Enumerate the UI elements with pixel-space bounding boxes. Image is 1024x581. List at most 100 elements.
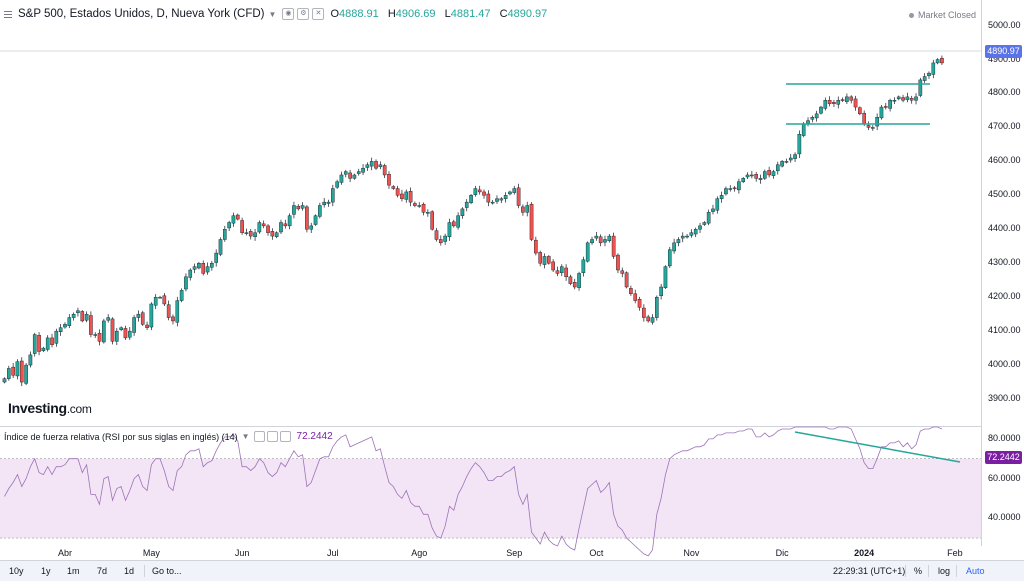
candle-body: [754, 174, 758, 179]
candle-body: [801, 123, 806, 136]
candle-body: [853, 98, 858, 108]
candle-body: [633, 293, 638, 301]
candle-body: [732, 187, 737, 190]
candle-body: [702, 222, 707, 225]
candle-body: [408, 191, 413, 203]
candle-body: [421, 203, 426, 213]
candle-body: [659, 286, 663, 297]
candle-body: [888, 100, 892, 109]
candle-body: [698, 225, 702, 230]
candle-body: [84, 313, 89, 321]
close-icon[interactable]: ✕: [312, 8, 325, 20]
candle-body: [145, 324, 149, 328]
time-axis-label: Jun: [234, 548, 250, 558]
candle-body: [607, 235, 612, 242]
menu-icon[interactable]: [4, 9, 12, 20]
goto-button[interactable]: Go to...: [152, 566, 182, 576]
time-axis-label: 2024: [854, 548, 875, 558]
candle-body: [629, 288, 633, 294]
candle-body: [300, 205, 305, 209]
range-7d-button[interactable]: 7d: [97, 566, 108, 576]
close-value: 4890.97: [507, 8, 548, 20]
candle-body: [551, 261, 555, 271]
candle-body: [685, 235, 689, 238]
rsi-value-badge: 72.2442: [985, 451, 1022, 464]
candle-body: [240, 220, 244, 233]
candle-body: [482, 191, 486, 196]
candle-body: [71, 313, 76, 318]
candle-body: [413, 203, 417, 206]
range-1m-button[interactable]: 1m: [67, 566, 80, 576]
rsi-line: [4, 426, 943, 557]
candle-body: [374, 161, 378, 169]
symbol-title: S&P 500, Estados Unidos, D, Nueva York (…: [18, 8, 265, 20]
candle-body: [382, 165, 387, 176]
candle-body: [655, 296, 659, 318]
candle-body: [676, 239, 681, 244]
candle-body: [348, 172, 352, 179]
candle-body: [257, 222, 262, 233]
price-tick-label: 4500.00: [988, 189, 1021, 200]
candle-body: [430, 211, 434, 230]
candle-body: [663, 266, 668, 288]
candle-body: [555, 270, 560, 274]
eye-icon[interactable]: [253, 431, 265, 442]
candle-body: [469, 195, 473, 203]
candle-body: [356, 171, 361, 174]
chevron-down-icon[interactable]: ▼: [268, 9, 277, 19]
candle-body: [711, 208, 715, 212]
price-tick-label: 4700.00: [988, 121, 1021, 132]
candle-body: [443, 235, 447, 242]
candle-body: [331, 188, 335, 203]
candle-body: [875, 117, 879, 127]
candle-body: [542, 256, 547, 265]
candle-body: [361, 167, 365, 173]
time-axis-label: Nov: [683, 548, 700, 558]
settings-icon[interactable]: [266, 431, 278, 442]
candle-body: [37, 335, 41, 352]
eye-icon[interactable]: ◉: [282, 8, 295, 20]
candle-body: [585, 242, 590, 262]
candle-body: [132, 317, 136, 333]
last-price-badge: 4890.97: [985, 45, 1022, 58]
auto-toggle[interactable]: Auto: [966, 566, 985, 576]
candle-body: [197, 263, 201, 269]
price-pane[interactable]: [0, 0, 981, 427]
price-tick-label: 4100.00: [988, 325, 1021, 336]
candle-body: [326, 201, 331, 204]
candle-body: [305, 206, 309, 230]
clock-display[interactable]: 22:29:31 (UTC+1): [833, 566, 906, 576]
rsi-legend[interactable]: Índice de fuerza relativa (RSI por sus s…: [4, 431, 333, 442]
candle-body: [667, 249, 672, 267]
candle-body: [508, 191, 512, 195]
candle-body: [642, 307, 646, 318]
candle-body: [866, 125, 871, 128]
range-1y-button[interactable]: 1y: [41, 566, 51, 576]
candle-body: [322, 201, 326, 206]
candle-body: [529, 203, 534, 240]
percent-toggle[interactable]: %: [914, 566, 923, 576]
status-dot-icon: [908, 13, 914, 19]
candle-body: [879, 106, 884, 119]
symbol-legend[interactable]: S&P 500, Estados Unidos, D, Nueva York (…: [4, 8, 553, 20]
close-icon[interactable]: [279, 431, 291, 442]
candle-body: [279, 222, 283, 233]
range-1d-button[interactable]: 1d: [124, 566, 135, 576]
range-10y-button[interactable]: 10y: [9, 566, 24, 576]
settings-icon[interactable]: ⚙: [297, 8, 310, 20]
candle-body: [767, 170, 771, 176]
candle-body: [572, 282, 577, 288]
candle-body: [287, 215, 292, 227]
candle-body: [637, 299, 642, 308]
candle-body: [439, 239, 443, 244]
candle-body: [175, 300, 180, 323]
candle-body: [477, 189, 482, 193]
chevron-down-icon[interactable]: ▼: [241, 432, 250, 441]
candle-body: [823, 100, 828, 109]
candle-body: [447, 222, 452, 237]
candle-body: [611, 235, 616, 257]
candle-body: [7, 368, 11, 379]
log-toggle[interactable]: log: [938, 566, 951, 576]
candle-body: [922, 76, 927, 81]
